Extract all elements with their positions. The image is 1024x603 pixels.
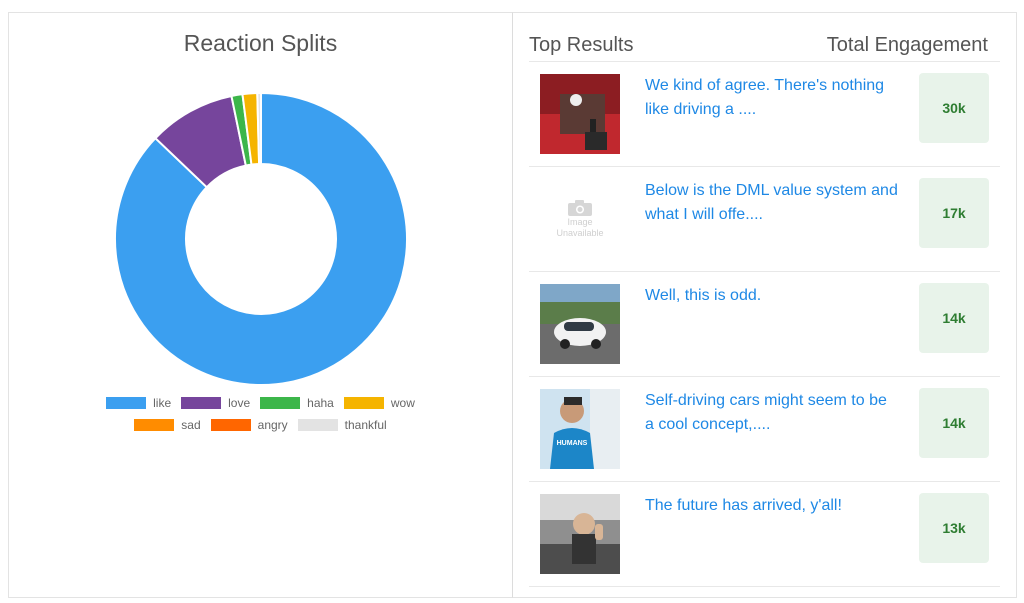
donut-chart xyxy=(114,91,408,386)
legend-item-like[interactable]: like xyxy=(106,396,171,410)
legend-item-sad[interactable]: sad xyxy=(134,418,201,432)
image-unavailable-label: Image xyxy=(567,217,593,227)
slice-thankful[interactable] xyxy=(256,91,262,166)
reaction-splits-panel: Reaction Splits like love haha wow sad angry t… xyxy=(8,12,513,598)
legend-label: angry xyxy=(257,418,288,432)
result-link[interactable]: We kind of agree. There's nothing like d… xyxy=(645,77,885,118)
thumbnail-car-gearshift[interactable] xyxy=(540,74,620,154)
total-engagement-heading: Total Engagement xyxy=(826,33,988,56)
legend-item-haha[interactable]: haha xyxy=(260,396,334,410)
legend-label: sad xyxy=(181,418,201,432)
result-link[interactable]: The future has arrived, y'all! xyxy=(645,497,842,514)
slice-like[interactable] xyxy=(114,91,408,386)
chart-title: Reaction Splits xyxy=(183,30,338,56)
camera-icon xyxy=(568,200,592,216)
legend-swatch xyxy=(181,397,222,409)
engagement-badge: 14k xyxy=(919,283,989,353)
engagement-badge: 17k xyxy=(919,178,989,248)
engagement-badge: 13k xyxy=(919,493,989,563)
chart-legend: like love haha wow sad angry thankful xyxy=(9,396,512,440)
legend-swatch xyxy=(343,397,384,409)
results-header: Top Results Total Engagement xyxy=(529,30,988,60)
legend-item-love[interactable]: love xyxy=(181,396,250,410)
legend-item-angry[interactable]: angry xyxy=(210,418,288,432)
legend-swatch xyxy=(106,397,147,409)
engagement-badge: 14k xyxy=(919,388,989,458)
legend-label: wow xyxy=(390,396,415,410)
results-list: We kind of agree. There's nothing like d… xyxy=(529,61,1000,587)
result-link[interactable]: Well, this is odd. xyxy=(645,287,762,304)
legend-label: love xyxy=(228,396,251,410)
image-unavailable-label: Unavailable xyxy=(556,228,604,238)
legend-item-wow[interactable]: wow xyxy=(343,396,415,410)
shirt-caption: HUMANS xyxy=(557,440,588,447)
result-row: Well, this is odd. 14k xyxy=(529,272,1000,377)
legend-label: haha xyxy=(307,396,334,410)
top-results-heading: Top Results xyxy=(529,33,634,56)
legend-swatch xyxy=(210,419,251,431)
thumbnail-self-driving-car[interactable] xyxy=(540,284,620,364)
legend-swatch xyxy=(134,419,175,431)
legend-label: thankful xyxy=(344,418,387,432)
engagement-badge: 30k xyxy=(919,73,989,143)
legend-label: like xyxy=(153,396,172,410)
result-row: The future has arrived, y'all! 13k xyxy=(529,482,1000,587)
thumbnail-person-in-car[interactable] xyxy=(540,494,620,574)
legend-swatch xyxy=(297,419,338,431)
result-row: HUMANS Self-driving cars might seem to b… xyxy=(529,377,1000,482)
result-link[interactable]: Below is the DML value system and what I… xyxy=(645,182,898,223)
result-row: Image Unavailable Below is the DML value… xyxy=(529,167,1000,272)
legend-item-thankful[interactable]: thankful xyxy=(297,418,387,432)
thumbnail-image-unavailable[interactable]: Image Unavailable xyxy=(540,179,620,259)
result-link[interactable]: Self-driving cars might seem to be a coo… xyxy=(645,392,887,433)
result-row: We kind of agree. There's nothing like d… xyxy=(529,62,1000,167)
thumbnail-person-humans-shirt[interactable]: HUMANS xyxy=(540,389,620,469)
top-results-panel: Top Results Total Engagement We kind of … xyxy=(512,12,1017,598)
legend-swatch xyxy=(260,397,301,409)
